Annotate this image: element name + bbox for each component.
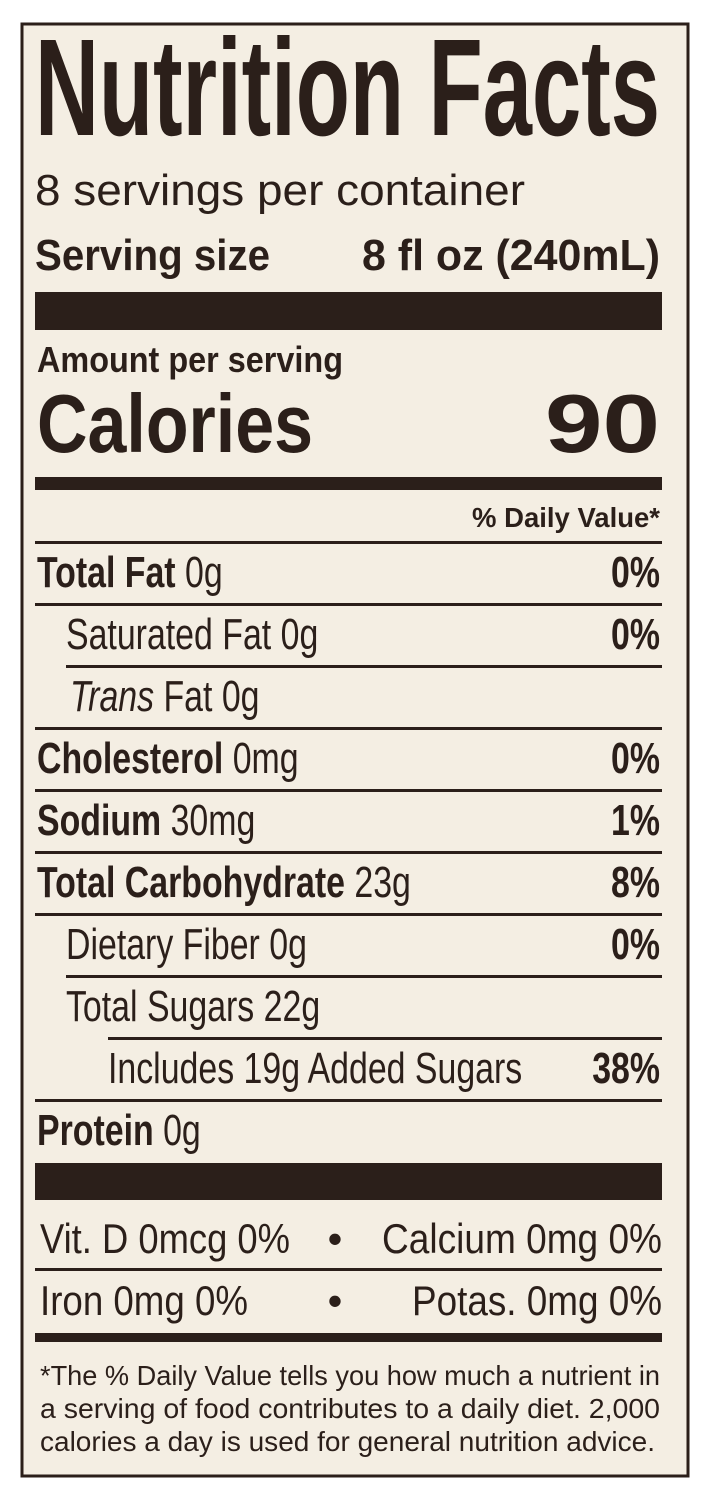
- text-part: 0%: [611, 734, 660, 783]
- calories-value: 90: [545, 377, 660, 470]
- separator: •: [328, 1215, 343, 1262]
- rule: [108, 1037, 662, 1040]
- text-part: 0g: [269, 920, 307, 969]
- nutrient-row: Saturated Fat 0g: [66, 610, 318, 659]
- nutrient-row: Total Sugars 22g: [66, 982, 320, 1031]
- separator: •: [328, 1277, 343, 1324]
- text-part: 0g: [281, 610, 319, 659]
- nutrient-row: Sodium 30mg: [37, 796, 255, 845]
- serving-size-label: Serving size: [35, 231, 270, 280]
- rule: [35, 541, 662, 544]
- text-part: 1%: [611, 796, 660, 845]
- daily-value: 0%: [611, 920, 660, 969]
- daily-value: 0%: [611, 610, 660, 659]
- text-part: Cholesterol: [37, 734, 223, 783]
- rule: [35, 851, 662, 854]
- nutrient-row: Cholesterol 0mg: [37, 734, 299, 783]
- text-part: 0%: [611, 920, 660, 969]
- daily-value: 0%: [611, 734, 660, 783]
- rule: [66, 975, 662, 978]
- servings: 8 servings per container: [35, 166, 525, 215]
- text-part: 0g: [222, 672, 260, 721]
- text-part: 0%: [611, 610, 660, 659]
- text-part: Protein: [37, 1106, 154, 1155]
- rule: [35, 292, 662, 330]
- text-part: 30mg: [171, 796, 256, 845]
- rule: [35, 913, 662, 916]
- nutrient-row: Includes 19g Added Sugars: [108, 1044, 522, 1093]
- text-part: Fat: [163, 672, 212, 721]
- rule: [35, 727, 662, 730]
- vitamin: Iron 0mg 0%: [40, 1277, 248, 1324]
- rule: [35, 789, 662, 792]
- amount-per-serving: Amount per serving: [37, 339, 343, 380]
- vitamin: Vit. D 0mcg 0%: [40, 1215, 290, 1262]
- daily-value: 1%: [611, 796, 660, 845]
- text-part: Dietary Fiber: [66, 920, 260, 969]
- daily-value: 8%: [611, 858, 660, 907]
- daily-value: 0%: [611, 548, 660, 597]
- rule: [35, 1099, 662, 1102]
- rule: [35, 603, 662, 606]
- text-part: Total Fat: [37, 548, 176, 597]
- label-frame: [20, 22, 690, 1478]
- nutrient-row: Dietary Fiber 0g: [66, 920, 307, 969]
- text-part: 22g: [264, 982, 321, 1031]
- vitamin: Calcium 0mg 0%: [382, 1215, 662, 1262]
- nutrient-row: Trans Fat 0g: [70, 672, 259, 721]
- rule: [66, 665, 662, 668]
- footnote-line: a serving of food contributes to a daily…: [40, 1393, 660, 1424]
- footnote-line: *The % Daily Value tells you how much a …: [40, 1360, 660, 1391]
- rule: [35, 1163, 662, 1200]
- nutrient-row: Total Fat 0g: [37, 548, 223, 597]
- daily-value: 38%: [592, 1044, 660, 1093]
- rule: [35, 1268, 662, 1271]
- daily-value-header: % Daily Value*: [472, 502, 660, 533]
- text-part: Includes 19g Added Sugars: [108, 1044, 522, 1093]
- text-part: 38%: [592, 1044, 660, 1093]
- text-part: 0g: [185, 548, 223, 597]
- nutrient-row: Protein 0g: [37, 1106, 201, 1155]
- rule: [35, 1333, 662, 1342]
- text-part: 0%: [611, 548, 660, 597]
- rule: [35, 477, 662, 490]
- nutrient-row: Total Carbohydrate 23g: [37, 858, 411, 907]
- text-part: Total Carbohydrate: [37, 858, 345, 907]
- vitamin: Potas. 0mg 0%: [412, 1277, 662, 1324]
- text-part: 23g: [354, 858, 411, 907]
- title: Nutrition Facts: [35, 11, 660, 165]
- footnote-line: calories a day is used for general nutri…: [40, 1426, 655, 1457]
- text-part: Saturated Fat: [66, 610, 271, 659]
- text-part: Sodium: [37, 796, 161, 845]
- text-part: 8%: [611, 858, 660, 907]
- text-part: 0g: [163, 1106, 201, 1155]
- text-part: 0mg: [233, 734, 299, 783]
- text-part: Total Sugars: [66, 982, 254, 1031]
- calories-label: Calories: [37, 377, 313, 470]
- text-part: Trans: [70, 672, 154, 721]
- serving-size-value: 8 fl oz (240mL): [362, 231, 660, 280]
